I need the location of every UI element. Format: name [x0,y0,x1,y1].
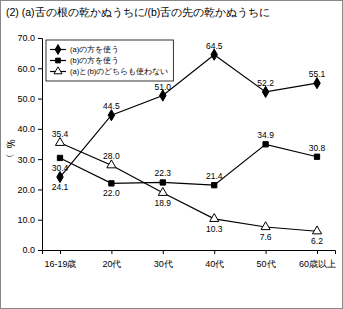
point-marker [108,110,114,121]
y-tick-label: 70.0 [17,33,35,43]
y-tick-label: 40.0 [17,124,35,134]
y-axis-title: （%） [5,140,16,158]
point-marker [160,180,165,185]
x-tick-label: 20代 [102,259,121,269]
x-tick-mark [111,250,112,254]
legend-box [46,40,173,81]
y-tick: 70.0 [17,33,42,43]
legend-marker [55,45,61,55]
x-tick-mark [163,250,164,254]
y-tick-mark [38,250,42,251]
data-label: 35.4 [52,129,69,139]
y-tick: 0.0 [22,245,42,255]
data-label: 6.2 [311,236,323,246]
y-tick-mark [38,68,42,69]
data-label: 44.5 [103,101,120,111]
data-label: 55.1 [309,69,326,79]
point-marker [312,226,321,234]
data-label: 21.4 [206,171,223,181]
y-tick: 10.0 [17,215,42,225]
y-tick: 40.0 [17,124,42,134]
legend-label: (b)の方を使う [70,56,119,65]
y-tick: 20.0 [17,185,42,195]
data-label: 34.9 [257,130,274,140]
point-marker [212,183,217,188]
y-tick-mark [38,159,42,160]
y-tick-label: 10.0 [17,215,35,225]
data-label: 24.1 [52,182,69,192]
data-label: 18.9 [155,198,172,208]
series-line [60,144,317,185]
x-tick: 50代 [257,250,276,269]
x-tick-mark [214,250,215,254]
x-tick-label: 40代 [205,259,224,269]
x-tick: 60歳以上 [299,250,336,269]
y-tick-mark [38,220,42,221]
x-tick: 16-19歳 [44,250,76,269]
y-axis: 0.0 10.0 20.0 30.0 40.0 50.0 60.0 70.0 [17,33,42,255]
y-tick-mark [38,99,42,100]
series-line [60,143,317,231]
y-tick: 30.0 [17,155,42,165]
y-tick-mark [38,189,42,190]
point-marker [109,181,114,186]
point-marker [262,86,268,97]
x-tick: 40代 [205,250,224,269]
data-label: 10.3 [206,224,223,234]
data-label: 52.2 [257,78,274,88]
title: (2) (a)舌の根の乾かぬうちに/(b)舌の先の乾かぬうちに [6,6,270,19]
data-label: 22.3 [155,168,172,178]
point-marker [211,49,217,60]
point-marker [263,142,268,147]
chart-frame [1,1,343,309]
point-marker [210,214,219,222]
data-label: 7.6 [260,232,272,242]
x-tick-mark [266,250,267,254]
point-marker [160,90,166,101]
y-tick-label: 60.0 [17,64,35,74]
x-tick-mark [60,250,61,254]
legend-item: (a)の方を使う [50,45,119,55]
y-tick-label: 0.0 [22,245,35,255]
y-tick-mark [38,38,42,39]
legend-item: (b)の方を使う [50,56,119,65]
x-tick-label: 50代 [257,259,276,269]
legend-label: (a)の方を使う [70,45,119,54]
point-marker [57,171,63,182]
y-tick: 50.0 [17,94,42,104]
data-label: 51.0 [155,82,172,92]
x-tick-label: 30代 [154,259,173,269]
data-label: 28.0 [103,151,120,161]
data-labels: 35.4 30.4 24.1 44.5 28.0 22.0 51.0 22.3 18.9 64.5… [52,41,326,247]
point-marker [57,155,62,160]
x-axis: 16-19歳 20代 30代 40代 50代 60歳以上 [43,250,337,269]
x-tick-mark [317,250,318,254]
x-tick-label: 16-19歳 [44,259,76,269]
y-tick: 60.0 [17,64,42,74]
y-tick-label: 50.0 [17,94,35,104]
data-label: 22.0 [103,188,120,198]
data-label: 30.8 [309,143,326,153]
chart: (2) (a)舌の根の乾かぬうちに/(b)舌の先の乾かぬうちに 0.0 10.0 20… [0,0,343,309]
y-tick-label: 20.0 [17,185,35,195]
x-axis-line [43,251,336,255]
point-marker [261,222,270,230]
series-line [60,55,317,177]
data-label: 30.4 [52,163,69,173]
legend-label: (a)と(b)のどちらも使わない [70,67,168,76]
legend: (a)の方を使う (b)の方を使う (a)と(b)のどちらも使わない [46,40,173,81]
point-marker [314,154,319,159]
y-tick-label: 30.0 [17,155,35,165]
legend-marker [54,67,62,74]
y-axis-line [38,39,43,251]
y-tick-mark [38,129,42,130]
x-tick-label: 60歳以上 [299,259,336,269]
data-label: 64.5 [206,41,223,51]
x-tick: 20代 [102,250,121,269]
legend-item: (a)と(b)のどちらも使わない [50,67,168,76]
x-tick: 30代 [154,250,173,269]
point-marker [314,78,320,89]
legend-marker [56,58,61,63]
point-marker [158,187,167,195]
